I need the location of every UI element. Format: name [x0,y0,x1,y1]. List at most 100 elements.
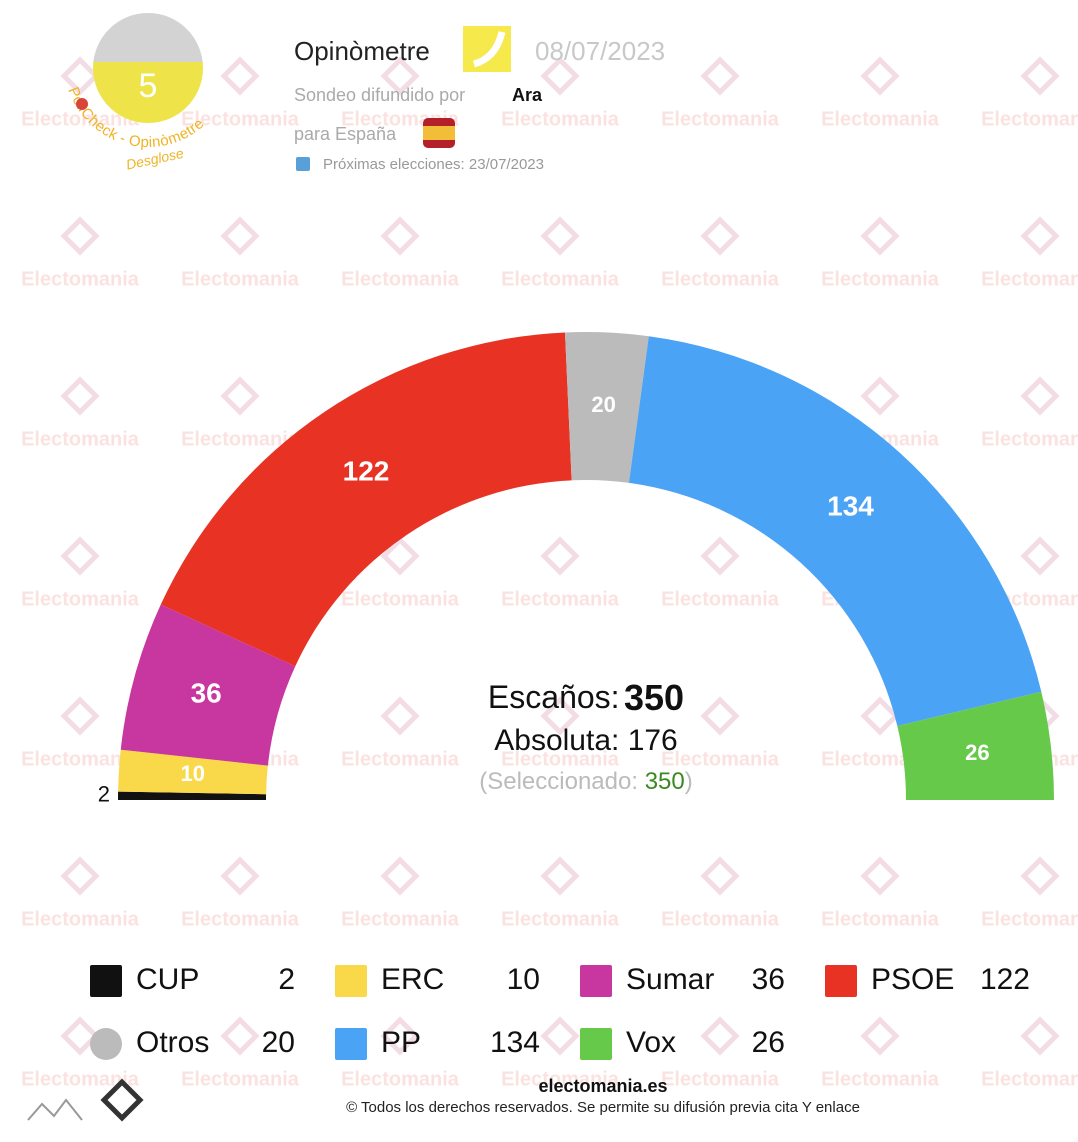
watermark-icon [860,376,900,416]
watermark-icon [60,696,100,736]
watermark-text: Electomania [181,268,300,290]
legend-icon [825,965,857,997]
watermark-icon [60,536,100,576]
watermark-icon [700,696,740,736]
hemicycle: 2 10 36 122 20 134 26 [98,332,1054,807]
watermark-icon [540,696,580,736]
majority-text: Absoluta: 176 [494,724,678,757]
seat-segment [565,332,649,483]
seat-segment [628,336,1042,726]
segment-label: 2 [98,782,110,807]
watermark-text: Electomania [981,268,1078,290]
footer-mountains [27,1098,83,1121]
watermark-text: Electomania [501,108,620,130]
watermark-icon [1020,376,1060,416]
watermark-icon [380,1016,420,1056]
watermark-text: Electomania [341,748,460,770]
watermark-icon [860,56,900,96]
watermark-text: Electomania [821,908,940,930]
legend-icon [335,1028,367,1060]
segment-label: 20 [591,392,615,417]
watermark-icon [60,216,100,256]
logo-curve [472,31,506,68]
published-by: Sondeo difundido por [294,85,465,105]
badge-top [93,13,203,62]
legend-value: 26 [752,1026,785,1059]
watermark-icon [700,1016,740,1056]
watermark-text: Electomania [501,268,620,290]
legend-icon [580,965,612,997]
watermark-text: Electomania [501,1068,620,1090]
watermark-icon [220,56,260,96]
watermark-icon [860,856,900,896]
watermark-text: Electomania [981,1068,1078,1090]
watermark-text: Electomania [181,908,300,930]
watermark-icon [540,1016,580,1056]
segment-label: 134 [827,490,874,521]
legend: CUP 2 ERC 10 Sumar 36 PSOE 122 Otros 20 PP 134 Vox 26 [90,963,1030,1060]
media[interactable]: Ara [512,85,543,105]
selected: 350 [645,768,685,795]
seat-segment [118,791,267,800]
watermark-text: Electomania [981,108,1078,130]
scope: para España [294,124,397,144]
site[interactable]: electomania.es [538,1076,667,1096]
watermark-text: Electomania [341,588,460,610]
legend-value: 122 [980,963,1030,996]
watermark-icon [700,536,740,576]
watermark-text: Electomania [21,588,140,610]
watermark-text: Electomania [661,908,780,930]
majority: 176 [628,724,678,757]
watermark-text: Electomania [21,268,140,290]
watermark-text: Electomania [661,108,780,130]
watermark-text: Electomania [821,108,940,130]
watermark-icon [860,696,900,736]
watermark-text: Electomania [661,748,780,770]
watermark-text: Electomania [21,1068,140,1090]
seats-label: Escaños: [488,679,620,715]
watermark-icon [1020,216,1060,256]
watermark-text: Electomania [501,588,620,610]
legend-name: PP [381,1026,421,1059]
watermark-text: Electomania [21,108,140,130]
selected-label: (Seleccionado: [479,768,638,795]
seats-total: 350 [624,677,684,718]
segment-label: 36 [191,678,222,709]
segment-label: 122 [343,456,390,487]
watermark-icon [860,1016,900,1056]
watermark-icon [220,856,260,896]
flag [423,118,455,148]
legend-icon [335,965,367,997]
seat-segment [118,749,268,795]
watermark-text: Electomania [181,1068,300,1090]
watermark-icon [380,56,420,96]
seat-segment [120,604,296,766]
score-badge[interactable]: 5 PollCheck - Opinòmetre Desglose [64,10,224,173]
seats-text: Escaños: 350 [488,677,684,718]
legend-name: Otros [136,1026,209,1059]
copyright: © Todos los derechos reservados. Se perm… [346,1099,860,1116]
legend-value: 20 [262,1026,295,1059]
watermark-icon [1020,56,1060,96]
watermark-icon [380,696,420,736]
legend-value: 36 [752,963,785,996]
watermark-text: Electomania [821,1068,940,1090]
watermark-icon [220,216,260,256]
majority-label: Absoluta: [494,724,619,757]
score: 5 [139,67,158,105]
watermark-text: Electomania [821,268,940,290]
watermark-icon [380,536,420,576]
date: 08/07/2023 [535,36,665,66]
watermark-icon [1020,856,1060,896]
legend-icon [90,965,122,997]
legend-icon [580,1028,612,1060]
watermark-text: Electomania [661,268,780,290]
watermark-icon [1020,536,1060,576]
watermark-text: Electomania [21,748,140,770]
watermark-text: Electomania [661,588,780,610]
watermark-icon [540,216,580,256]
watermark-text: Electomania [341,1068,460,1090]
watermark-icon [1020,1016,1060,1056]
watermark-icon [60,856,100,896]
legend-name: ERC [381,963,444,996]
